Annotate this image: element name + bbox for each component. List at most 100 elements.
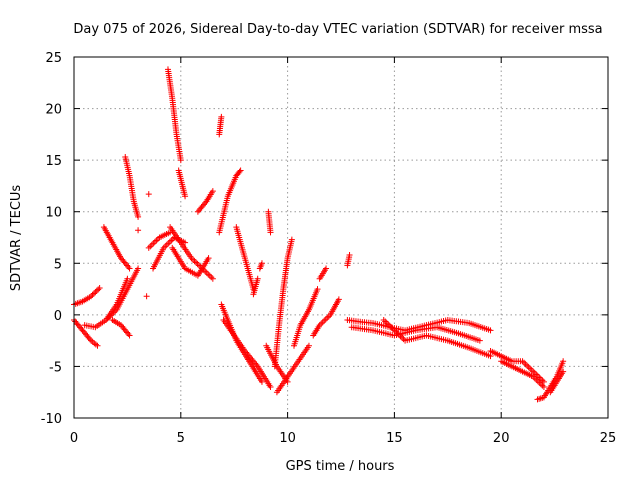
series-trace-07 [122, 154, 142, 220]
data-point [346, 252, 353, 259]
data-point [319, 319, 326, 326]
plot-frame [73, 56, 609, 419]
series-trace-37 [498, 358, 547, 391]
series-trace-04 [103, 265, 142, 324]
y-tick-label: 25 [45, 51, 62, 66]
chart-title: Day 075 of 2026, Sidereal Day-to-day VTE… [73, 22, 602, 37]
x-tick-label: 25 [600, 431, 617, 446]
data-point [388, 324, 395, 331]
data-point [236, 168, 243, 175]
data-point [86, 336, 93, 343]
data-point [322, 316, 329, 323]
data-point [145, 244, 152, 251]
data-point [521, 359, 528, 366]
data-point [209, 188, 216, 195]
data-point [88, 293, 95, 300]
x-tick-label: 5 [177, 431, 185, 446]
y-tick-label: -10 [41, 412, 62, 427]
data-point [335, 296, 342, 303]
data-point [476, 337, 483, 344]
data-point [151, 238, 158, 245]
data-point [145, 191, 152, 198]
data-point [305, 342, 312, 349]
data-point [288, 236, 295, 243]
data-point [124, 275, 131, 282]
series-trace-09 [135, 227, 142, 234]
y-tick-label: 10 [45, 206, 62, 221]
data-point [205, 255, 212, 262]
y-tick-label: 5 [54, 257, 62, 272]
axis-ticks: 0 5 10 15 20 25 -10 -5 0 5 10 15 20 25 [41, 51, 617, 446]
data-point [135, 265, 142, 272]
data-point [323, 265, 330, 272]
data-point [208, 274, 215, 281]
data-point [153, 237, 160, 244]
series-trace-30 [310, 296, 342, 339]
data-point [143, 293, 150, 300]
data-point [324, 314, 331, 321]
data-point [166, 238, 173, 245]
data-point [126, 332, 133, 339]
data-point [560, 358, 567, 365]
data-point [540, 378, 547, 385]
series-trace-19 [216, 167, 244, 236]
data-point [150, 240, 157, 247]
data-point [89, 291, 96, 298]
series-trace-24 [256, 260, 265, 272]
data-point [94, 342, 101, 349]
series-trace-35 [380, 317, 494, 360]
series-trace-10 [143, 293, 150, 300]
data-point [258, 378, 265, 385]
y-tick-label: 20 [45, 103, 62, 118]
data-point [540, 384, 547, 391]
data-point [190, 256, 197, 263]
data-point [165, 240, 172, 247]
data-point [135, 213, 142, 220]
data-point [182, 193, 189, 200]
data-point [487, 353, 494, 360]
data-point [96, 285, 103, 292]
x-tick-label: 10 [279, 431, 296, 446]
data-point [90, 290, 97, 297]
series-trace-32 [344, 252, 353, 269]
y-tick-label: 15 [45, 154, 62, 169]
data-point [527, 365, 534, 372]
data-point [380, 317, 387, 324]
series-trace-08 [145, 191, 152, 198]
data-point [202, 199, 209, 206]
series-trace-23 [250, 275, 261, 298]
series-trace-05 [100, 224, 133, 272]
series-trace-13 [164, 66, 184, 164]
data-point [267, 229, 274, 236]
y-tick-label: -5 [49, 360, 62, 375]
data-point [205, 271, 212, 278]
series-trace-27 [273, 342, 312, 396]
y-tick-label: 0 [54, 309, 62, 324]
data-point [95, 286, 102, 293]
series-trace-21 [220, 317, 274, 391]
data-point [206, 272, 213, 279]
series-trace-29 [291, 286, 321, 349]
data-point [126, 265, 133, 272]
series-trace-39 [547, 368, 567, 396]
series-trace-14 [175, 167, 189, 200]
series-trace-31 [316, 265, 330, 282]
x-tick-label: 0 [70, 431, 78, 446]
data-point [125, 263, 132, 270]
x-axis-label: GPS time / hours [286, 459, 395, 474]
grid-lines [74, 57, 608, 418]
data-point [522, 361, 529, 368]
data-point [399, 334, 406, 341]
data-point [321, 317, 328, 324]
data-point [400, 336, 407, 343]
data-point [487, 327, 494, 334]
series-trace-16 [169, 244, 212, 279]
data-point [267, 384, 274, 391]
data-point [383, 319, 390, 326]
data-point [382, 318, 389, 325]
data-point [237, 167, 244, 174]
data-point [125, 331, 132, 338]
data-point [525, 364, 532, 371]
data-point [209, 275, 216, 282]
